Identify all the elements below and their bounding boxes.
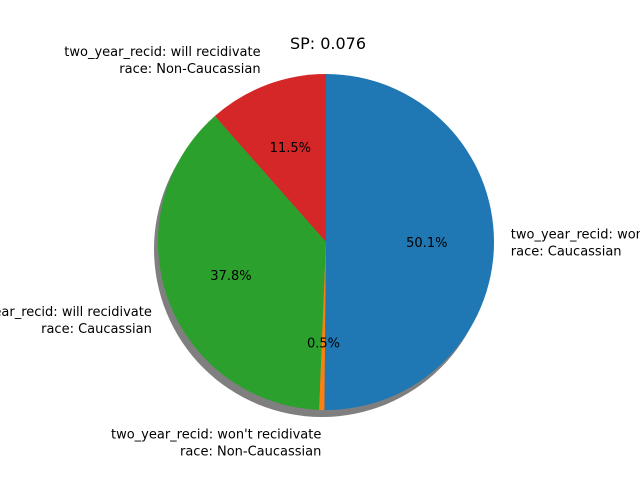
pie-slice-two-year-recid-won-t-recidivate-race-caucassian <box>324 74 494 410</box>
pie-labels: 11.5% two_year_recid: will recidivate race… <box>0 45 640 460</box>
chart-title: SP: 0.076 <box>290 34 366 53</box>
pie-slice-two-year-recid-will-recidivate-race-non-caucassian <box>214 74 326 242</box>
pie-pct-label-two-year-recid-will-recidivate-race-caucassian: 37.8% <box>210 269 251 284</box>
pie-pct-label-two-year-recid-won-t-recidivate-race-non-caucassian: 0.5% <box>307 336 340 351</box>
pie-slice-two-year-recid-will-recidivate-race-caucassian <box>158 116 326 410</box>
pie-outer-label-two-year-recid-will-recidivate-race-non-caucassian: two_year_recid: will recidivate race: Non… <box>64 45 260 77</box>
pie-slices <box>158 74 494 410</box>
pie-pct-label-two-year-recid-will-recidivate-race-non-caucassian: 11.5% <box>270 141 311 156</box>
pie-slice-two-year-recid-won-t-recidivate-race-non-caucassian <box>319 242 326 410</box>
pie-outer-label-two-year-recid-won-t-recidivate-race-non-caucassian: two_year_recid: won't recidivate race: No… <box>111 428 321 460</box>
pie-pct-label-two-year-recid-won-t-recidivate-race-caucassian: 50.1% <box>406 236 447 251</box>
